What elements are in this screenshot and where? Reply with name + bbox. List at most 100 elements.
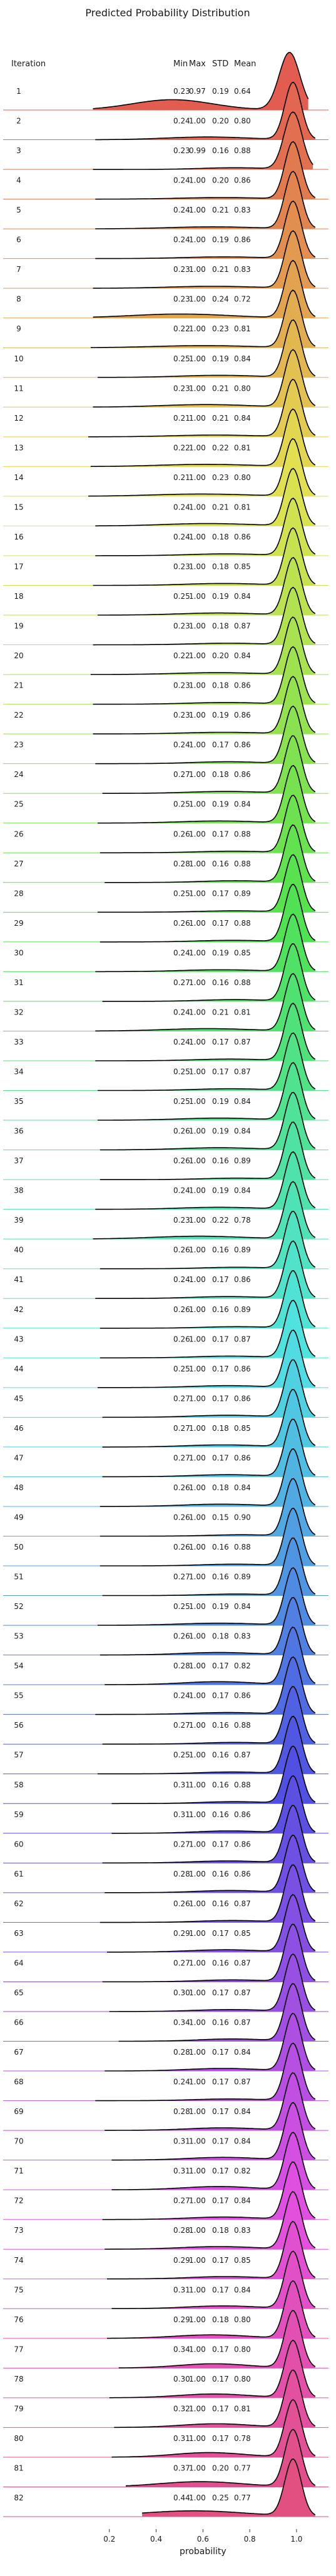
stat-max: 1.00: [189, 1424, 206, 1433]
ridge-row-24: 24 0.271.00 0.18 0.86: [3, 735, 328, 794]
ridge-outline: [107, 2220, 316, 2280]
iteration-label: 73: [14, 2226, 23, 2235]
stat-min: 0.23: [173, 384, 190, 393]
stat-max: 1.00: [189, 206, 206, 214]
stat-min: 0.26: [173, 1632, 190, 1641]
iteration-label: 5: [16, 206, 21, 214]
ridge-row-27: 27 0.281.00 0.16 0.88: [3, 824, 328, 883]
stat-min: 0.24: [173, 1186, 190, 1195]
ridge-outline: [95, 171, 316, 229]
iteration-label: 24: [14, 770, 23, 779]
stat-mean: 0.84: [234, 2048, 251, 2057]
stat-std: 0.17: [212, 2345, 229, 2353]
iteration-label: 71: [14, 2167, 23, 2175]
stat-min: 0.24: [173, 1008, 190, 1016]
ridge-row-68: 68 0.241.00 0.17 0.87: [3, 2042, 328, 2102]
stat-max: 1.00: [189, 1068, 206, 1076]
stat-mean: 0.78: [234, 1216, 251, 1225]
stat-max: 1.00: [189, 236, 206, 244]
stat-mean: 0.89: [234, 1246, 251, 1255]
stat-mean: 0.89: [234, 1305, 251, 1314]
ridge-outline: [104, 1835, 316, 1893]
stat-min: 0.25: [173, 889, 190, 898]
stat-std: 0.17: [212, 829, 229, 838]
stat-min: 0.29: [173, 2315, 190, 2324]
stat-std: 0.16: [212, 1810, 229, 1819]
stat-std: 0.17: [212, 741, 229, 749]
iteration-label: 10: [14, 354, 23, 363]
iteration-label: 63: [14, 1929, 23, 1938]
ridge-outline: [109, 1953, 316, 2012]
stat-std: 0.22: [212, 1216, 229, 1225]
stat-std: 0.16: [212, 1543, 229, 1551]
stat-min: 0.28: [173, 860, 190, 868]
ridge-outline: [111, 1775, 316, 1834]
ridge-outline: [107, 2280, 316, 2339]
stat-mean: 0.85: [234, 2256, 251, 2265]
stat-std: 0.16: [212, 1958, 229, 1967]
stat-max: 1.00: [189, 1780, 206, 1789]
stat-min: 0.27: [173, 2197, 190, 2205]
stat-mean: 0.80: [234, 2345, 251, 2353]
iteration-label: 1: [16, 87, 21, 96]
stat-std: 0.19: [212, 711, 229, 719]
iteration-label: 16: [14, 533, 23, 541]
stat-mean: 0.86: [234, 1810, 251, 1819]
stat-max: 1.00: [189, 265, 206, 274]
stat-std: 0.16: [212, 1870, 229, 1878]
stat-min: 0.26: [173, 1335, 190, 1343]
stat-mean: 0.87: [234, 1751, 251, 1760]
iteration-label: 19: [14, 622, 23, 631]
stat-std: 0.23: [212, 473, 229, 482]
iteration-label: 26: [14, 829, 23, 838]
stat-std: 0.17: [212, 2375, 229, 2383]
stat-mean: 0.80: [234, 117, 251, 126]
stat-max: 1.00: [189, 443, 206, 452]
iteration-label: 80: [14, 2434, 23, 2443]
stat-std: 0.18: [212, 1483, 229, 1492]
ridge-outline: [99, 1121, 316, 1180]
stat-std: 0.22: [212, 443, 229, 452]
stat-min: 0.26: [173, 1513, 190, 1521]
stat-mean: 0.84: [234, 354, 251, 363]
ridge-row-56: 56 0.271.00 0.16 0.88: [3, 1686, 328, 1745]
ridge-row-26: 26 0.261.00 0.17 0.88: [3, 794, 328, 854]
stat-min: 0.27: [173, 1453, 190, 1462]
stat-min: 0.24: [173, 533, 190, 541]
stat-mean: 0.86: [234, 1365, 251, 1373]
ridge-row-74: 74 0.291.00 0.17 0.85: [3, 2220, 328, 2280]
iteration-label: 55: [14, 1691, 23, 1700]
stat-min: 0.30: [173, 2375, 190, 2383]
stat-mean: 0.88: [234, 1721, 251, 1730]
stat-max: 1.00: [189, 1186, 206, 1195]
stat-max: 1.00: [189, 1156, 206, 1165]
ridge-outline: [104, 824, 316, 883]
stat-std: 0.17: [212, 889, 229, 898]
iteration-label: 61: [14, 1870, 23, 1878]
stat-mean: 0.84: [234, 1186, 251, 1195]
ridge-outline: [95, 913, 316, 973]
stat-std: 0.16: [212, 1751, 229, 1760]
ridge-row-61: 61 0.281.00 0.16 0.86: [3, 1835, 328, 1893]
stat-std: 0.16: [212, 1573, 229, 1581]
stat-max: 1.00: [189, 1216, 206, 1225]
stat-min: 0.23: [173, 146, 190, 155]
stat-min: 0.26: [173, 1483, 190, 1492]
stat-std: 0.17: [212, 1929, 229, 1938]
stat-mean: 0.84: [234, 414, 251, 423]
ridge-outline: [98, 557, 316, 616]
ridge-row-67: 67 0.281.00 0.17 0.84: [3, 2013, 328, 2072]
ridge-outline: [95, 81, 316, 141]
stat-mean: 0.87: [234, 1958, 251, 1967]
stat-min: 0.27: [173, 1424, 190, 1433]
stat-max: 1.00: [189, 2167, 206, 2175]
iteration-label: 15: [14, 503, 23, 511]
ridge-row-16: 16 0.241.00 0.18 0.86: [3, 498, 328, 556]
iteration-label: 51: [14, 1573, 23, 1581]
stat-mean: 0.83: [234, 2226, 251, 2235]
stat-std: 0.21: [212, 503, 229, 511]
iteration-label: 81: [14, 2463, 23, 2472]
ridge-row-34: 34 0.251.00 0.17 0.87: [3, 1032, 328, 1091]
